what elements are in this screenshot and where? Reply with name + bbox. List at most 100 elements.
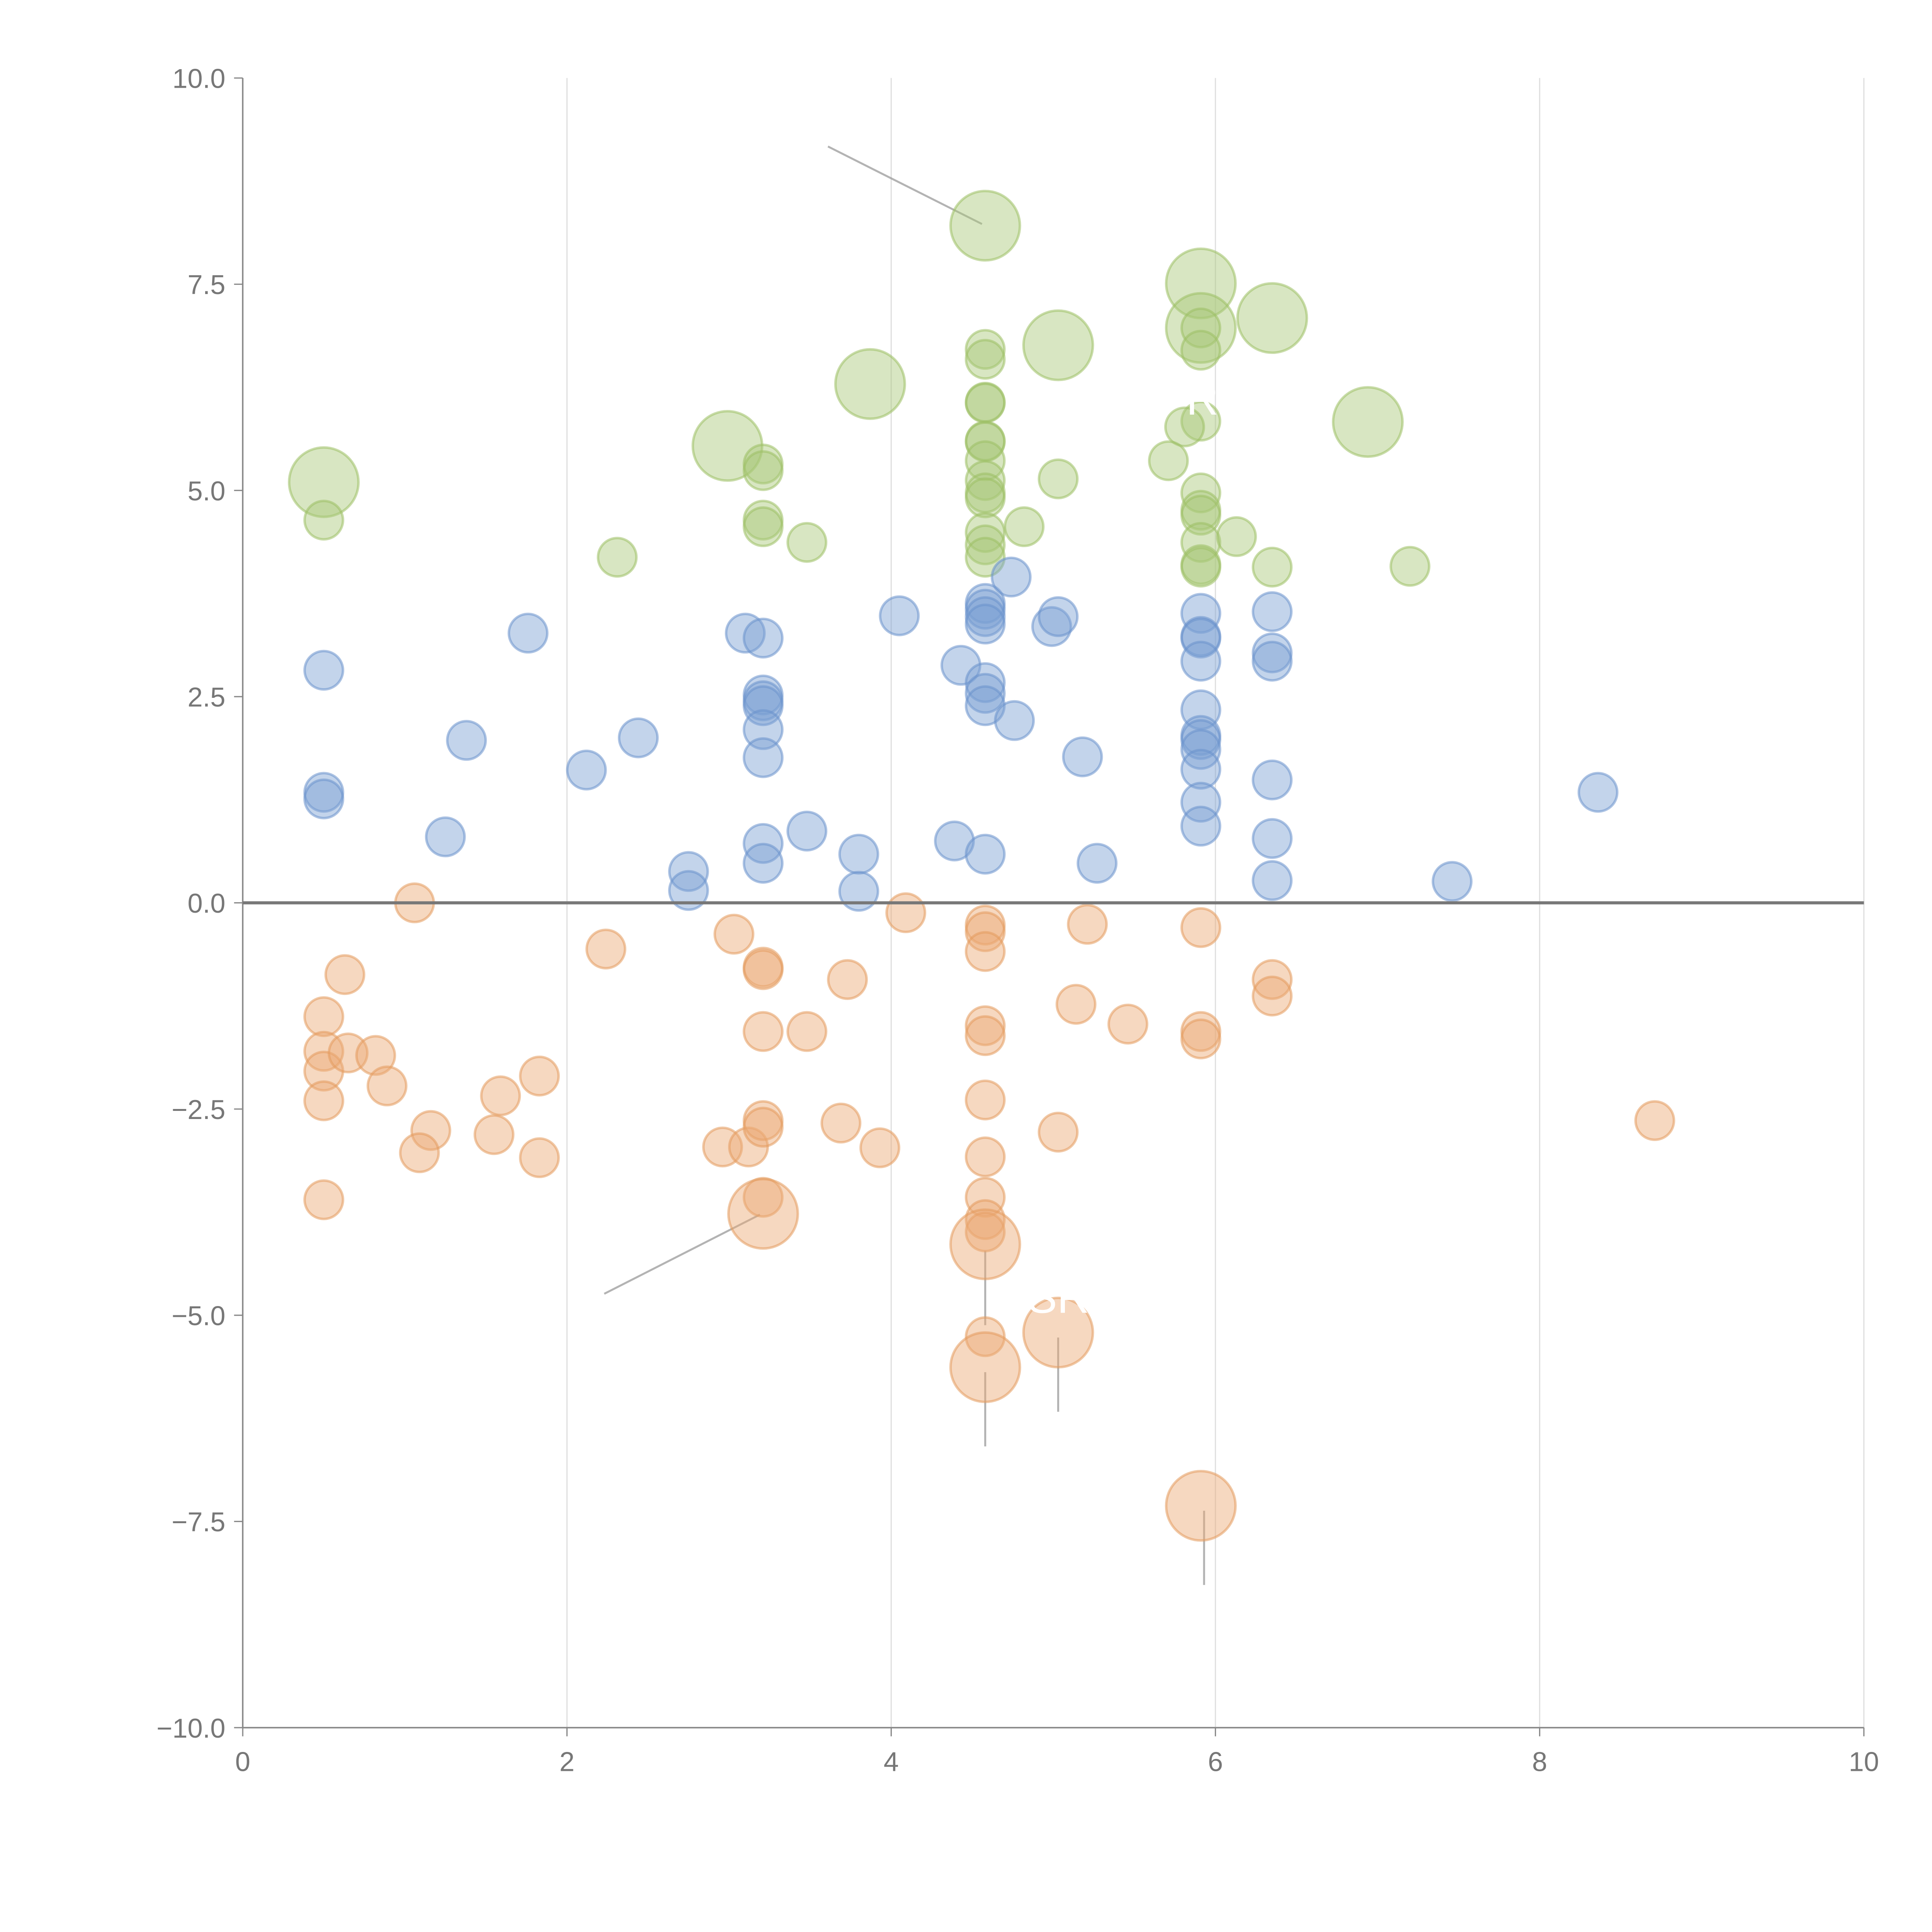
x-tick-label: 8 — [1532, 1746, 1547, 1777]
bubble-point — [1252, 975, 1293, 1017]
axes: 0 2 4 6 8 10 10.0 7.5 5.0 2.5 0.0 −2.5 −5.0 −7.5 −10.0 — [156, 63, 1879, 1777]
bubble-point — [964, 931, 1006, 972]
bubble-point — [1055, 984, 1097, 1025]
bubble-point — [1180, 307, 1221, 349]
x-tick-label: 4 — [884, 1746, 899, 1777]
bubble-point — [399, 1132, 440, 1173]
bubble-point — [446, 720, 487, 761]
bubble-point — [410, 1110, 451, 1151]
bubble-point — [366, 1065, 408, 1107]
bubble-point — [1252, 759, 1293, 801]
data-points — [288, 190, 1675, 1542]
bubble-point — [1165, 1469, 1237, 1542]
bubble-point — [964, 1177, 1006, 1218]
y-tick-label: −2.5 — [172, 1094, 225, 1125]
bubble-point — [1432, 861, 1473, 902]
y-tick-label: 5.0 — [187, 476, 225, 506]
bubble-point — [303, 1080, 344, 1121]
bubble-point — [879, 595, 920, 636]
bubble-point — [1180, 617, 1221, 659]
leader-line — [827, 145, 983, 225]
bubble-point — [1252, 818, 1293, 859]
bubble-point — [786, 1011, 828, 1052]
bubble-point — [1332, 386, 1404, 458]
bubble-point — [1216, 516, 1257, 557]
bubble-point — [727, 1178, 799, 1250]
bubble-point — [1252, 641, 1293, 682]
bubble-point — [964, 329, 1006, 370]
bubble-point — [303, 650, 344, 691]
bubble-point — [964, 338, 1006, 380]
bubble-point — [786, 810, 828, 852]
annotation-label: R — [1186, 375, 1218, 424]
bubble-point — [473, 1114, 515, 1155]
bubble-point — [964, 477, 1006, 519]
y-tick-label: −10.0 — [156, 1713, 225, 1743]
bubble-point — [355, 1035, 396, 1076]
bubble-point — [838, 871, 879, 912]
x-tick-label: 10 — [1849, 1746, 1879, 1777]
bubble-point — [1180, 472, 1221, 514]
bubble-point — [1180, 330, 1221, 371]
bubble-point — [1062, 736, 1103, 777]
bubble-point — [1252, 546, 1293, 588]
bubble-point — [964, 1005, 1006, 1046]
annotations: SR R — [1027, 375, 1218, 1323]
bubble-point — [786, 522, 828, 563]
bubble-point — [1389, 546, 1430, 587]
bubble-point — [1180, 907, 1221, 948]
bubble-point — [1180, 546, 1221, 588]
y-tick-label: 0.0 — [187, 888, 225, 918]
bubble-point — [1577, 772, 1619, 813]
bubble-point — [585, 929, 626, 969]
bubble-point — [743, 617, 784, 659]
bubble-point — [964, 460, 1006, 501]
bubble-point — [425, 816, 466, 857]
bubble-point — [949, 1208, 1021, 1281]
bubble-point — [964, 604, 1006, 645]
x-tick-label: 6 — [1208, 1746, 1223, 1777]
bubble-point — [827, 959, 868, 1000]
bubble-point — [1022, 1296, 1094, 1369]
bubble-point — [885, 892, 927, 934]
bubble-point — [1037, 1112, 1079, 1153]
bubble-point — [964, 673, 1006, 714]
bubble-point — [519, 1055, 560, 1097]
bubble-point — [743, 1011, 784, 1052]
bubble-point — [303, 996, 344, 1037]
bubble-point — [1252, 591, 1293, 632]
bubble-point — [1180, 1018, 1221, 1060]
bubble-point — [1003, 506, 1045, 548]
bubble-point — [1180, 641, 1221, 682]
bubble-point — [480, 1075, 521, 1116]
annotation-label: SR — [1027, 1273, 1089, 1322]
bubble-point — [1180, 522, 1221, 563]
bubble-point — [859, 1127, 900, 1168]
bubble-point — [324, 954, 366, 995]
bubble-point — [1252, 860, 1293, 901]
bubble-point — [1180, 593, 1221, 634]
bubble-point — [964, 1316, 1006, 1357]
bubble-point — [1022, 309, 1094, 381]
bubble-point — [990, 556, 1032, 598]
bubble-point — [964, 662, 1006, 703]
bubble-point — [743, 506, 784, 548]
bubble-point — [1180, 748, 1221, 790]
bubble-point — [964, 1211, 1006, 1253]
bubble-point — [838, 833, 879, 875]
bubble-point — [743, 737, 784, 778]
bubble-point — [743, 709, 784, 750]
bubble-point — [288, 446, 360, 518]
bubble-point — [964, 1136, 1006, 1177]
bubble-point — [1164, 406, 1205, 447]
y-tick-label: 7.5 — [187, 269, 225, 300]
bubble-point — [1634, 1100, 1675, 1141]
bubble-point — [618, 717, 659, 759]
bubble-point — [949, 1331, 1021, 1403]
bubble-point — [949, 190, 1021, 262]
bubble-point — [934, 820, 975, 862]
x-tick-label: 0 — [235, 1746, 250, 1777]
bubble-point — [1037, 458, 1079, 500]
y-tick-label: 10.0 — [172, 63, 225, 94]
bubble-point — [1037, 596, 1079, 637]
